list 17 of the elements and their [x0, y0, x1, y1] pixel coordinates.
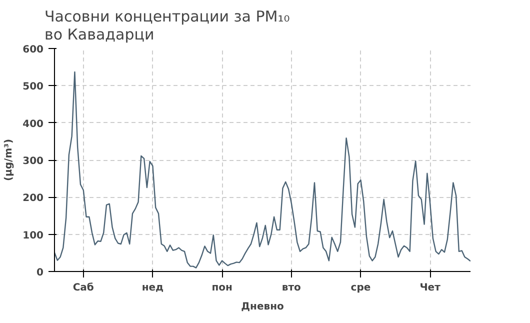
x-tick-label: Саб — [72, 282, 94, 294]
y-tick-label: 300 — [22, 156, 44, 167]
x-tick-label: нед — [142, 282, 164, 294]
y-axis-title: (µg/m³) — [4, 138, 15, 182]
x-tick-label: сре — [350, 282, 371, 294]
y-tick-label: 400 — [22, 118, 44, 130]
x-axis-title: Дневно — [241, 302, 284, 312]
y-tick-label: 500 — [22, 82, 44, 93]
y-tick-label: 200 — [22, 193, 44, 204]
x-tick-label: пон — [212, 282, 232, 294]
y-tick-label: 100 — [22, 230, 44, 242]
line-series — [54, 71, 470, 268]
y-tick-label: 0 — [36, 268, 44, 278]
chart-title: Часовни концентрации за PM₁₀ во Кавадарци — [44, 8, 290, 44]
x-tick-label: вто — [282, 282, 302, 294]
y-tick-label: 600 — [22, 44, 44, 56]
x-tick-label: Чет — [420, 282, 441, 294]
